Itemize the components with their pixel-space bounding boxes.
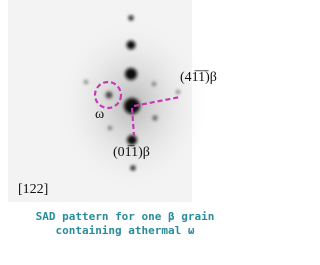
figure: (41̅1̅)β ω (01̅1)β [122] SAD pattern for… <box>0 0 250 265</box>
diffraction-image <box>8 0 212 202</box>
plane-label: (41̅1̅)β <box>180 70 217 85</box>
page: (41̅1̅)β ω (01̅1)β [122] SAD pattern for… <box>0 0 250 265</box>
caption: containing athermal ω <box>55 224 194 237</box>
plane-label: (01̅1)β <box>113 145 150 160</box>
omega-label: ω <box>95 107 104 122</box>
zone-axis-label: [122] <box>18 182 48 197</box>
caption: SAD pattern for one β grain <box>36 210 215 223</box>
